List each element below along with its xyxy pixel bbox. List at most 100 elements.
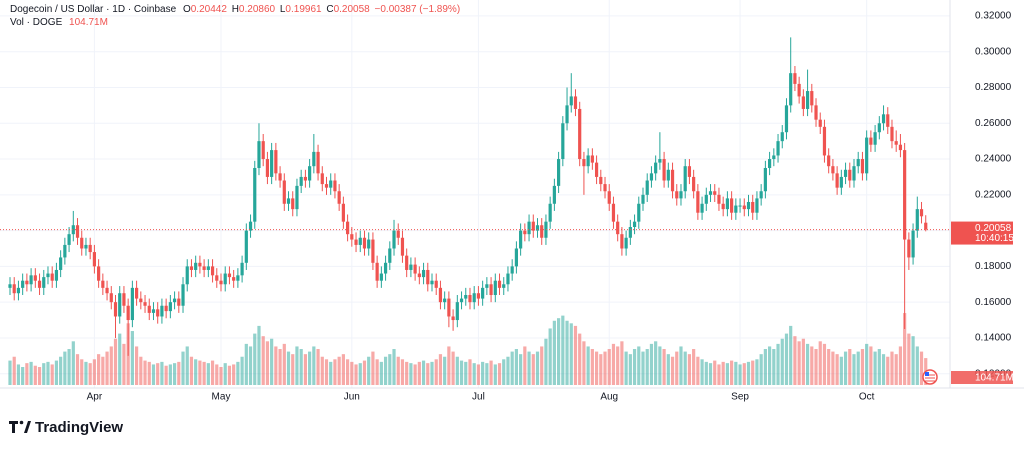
volume-bar — [350, 361, 354, 385]
volume-bar — [535, 351, 540, 385]
candle-body — [502, 284, 506, 288]
y-tick-label: 0.22000 — [975, 189, 1012, 200]
candle-body — [569, 96, 573, 106]
candle-body — [624, 237, 628, 249]
volume-bar — [865, 343, 869, 385]
volume-bar — [75, 354, 80, 385]
volume-bar — [472, 363, 476, 385]
candle-body — [641, 194, 645, 204]
candle-body — [839, 176, 843, 188]
candle-body — [341, 203, 345, 222]
volume-bar — [506, 356, 510, 385]
candle-body — [295, 185, 299, 210]
candle-body — [105, 287, 109, 294]
candle-body — [586, 155, 590, 167]
x-tick-label: Oct — [859, 392, 875, 403]
candle-body — [510, 266, 514, 274]
countdown: 10:40:15 — [975, 233, 1014, 244]
candle-body — [177, 298, 181, 306]
volume-bar — [742, 363, 746, 385]
candle-body — [358, 237, 362, 245]
volume-bar — [33, 365, 37, 385]
x-tick-label: Jun — [344, 392, 360, 403]
volume-bar — [561, 315, 565, 385]
chart-header: Dogecoin / US Dollar · 1D · Coinbase O0.… — [10, 4, 460, 15]
candle-body — [92, 252, 96, 267]
volume-bar — [151, 364, 156, 385]
candle-body — [670, 169, 675, 192]
volume-bar — [194, 359, 198, 385]
volume-bar — [303, 354, 307, 385]
volume-bar — [346, 359, 350, 385]
candle-body — [683, 166, 687, 192]
volume-bar — [97, 354, 101, 385]
volume-bar — [67, 349, 71, 385]
volume-bar — [37, 367, 42, 385]
volume-bar — [915, 346, 919, 385]
candle-body — [835, 173, 839, 188]
volume-bar — [679, 346, 683, 385]
volume-bar — [227, 365, 232, 385]
candle-body — [704, 194, 708, 204]
symbol: Dogecoin / US Dollar · 1D · Coinbase — [10, 4, 177, 15]
candle-body — [873, 132, 877, 145]
candle-body — [223, 273, 227, 285]
change: −0.00387 (−1.89%) — [375, 4, 461, 15]
candle-body — [396, 230, 400, 238]
volume-bar — [278, 349, 282, 385]
volume-bar — [80, 359, 84, 385]
candle-body — [274, 150, 278, 174]
volume-bar — [565, 320, 569, 385]
candle-body — [915, 209, 919, 231]
volume-bar — [708, 363, 713, 385]
volume-tag-label: 104.71M — [975, 373, 1014, 384]
volume-bar — [447, 346, 451, 385]
candle-body — [265, 159, 270, 177]
volume-bar — [405, 361, 409, 385]
candle-body — [42, 277, 46, 288]
candle-body — [919, 209, 924, 217]
candle-body — [147, 305, 151, 313]
candle-body — [33, 275, 37, 281]
volume-bar — [443, 356, 447, 385]
candle-body — [438, 287, 443, 303]
candle-body — [561, 123, 565, 160]
volume-bar — [299, 349, 303, 385]
volume-bar — [810, 346, 814, 385]
candle-body — [50, 273, 54, 281]
candle-body — [185, 266, 189, 285]
candle-body — [611, 203, 616, 222]
volume-bar — [755, 359, 759, 385]
volume-bar — [805, 343, 810, 385]
candle-body — [8, 284, 12, 288]
price-tag-label: 0.20058 — [975, 223, 1012, 234]
candle-body — [371, 239, 375, 263]
volume-bar — [105, 351, 109, 385]
volume-bar — [814, 349, 818, 385]
candle-body — [620, 234, 624, 249]
volume-bar — [459, 360, 464, 385]
volume-bar — [451, 351, 455, 385]
volume-bar — [738, 364, 742, 385]
volume-bar — [848, 349, 852, 385]
candle-body — [312, 151, 316, 167]
candle-body — [784, 105, 789, 133]
volume-bar — [172, 363, 177, 385]
candle-body — [430, 280, 434, 285]
candle-body — [865, 137, 869, 174]
volume-bar — [527, 351, 531, 385]
candle-body — [80, 237, 84, 249]
volume-bar — [666, 354, 670, 385]
volume-bar — [333, 359, 337, 385]
candle-body — [308, 166, 312, 181]
volume-bar — [670, 356, 675, 385]
volume-bar — [523, 346, 527, 385]
candle-body — [548, 203, 552, 222]
candle-body — [725, 198, 729, 210]
candle-body — [198, 262, 202, 267]
logo-dot — [19, 420, 24, 425]
y-tick-label: 0.14000 — [975, 333, 1012, 344]
open-label: O — [183, 4, 191, 15]
volume-bar — [907, 333, 911, 385]
volume-bar — [455, 356, 459, 385]
